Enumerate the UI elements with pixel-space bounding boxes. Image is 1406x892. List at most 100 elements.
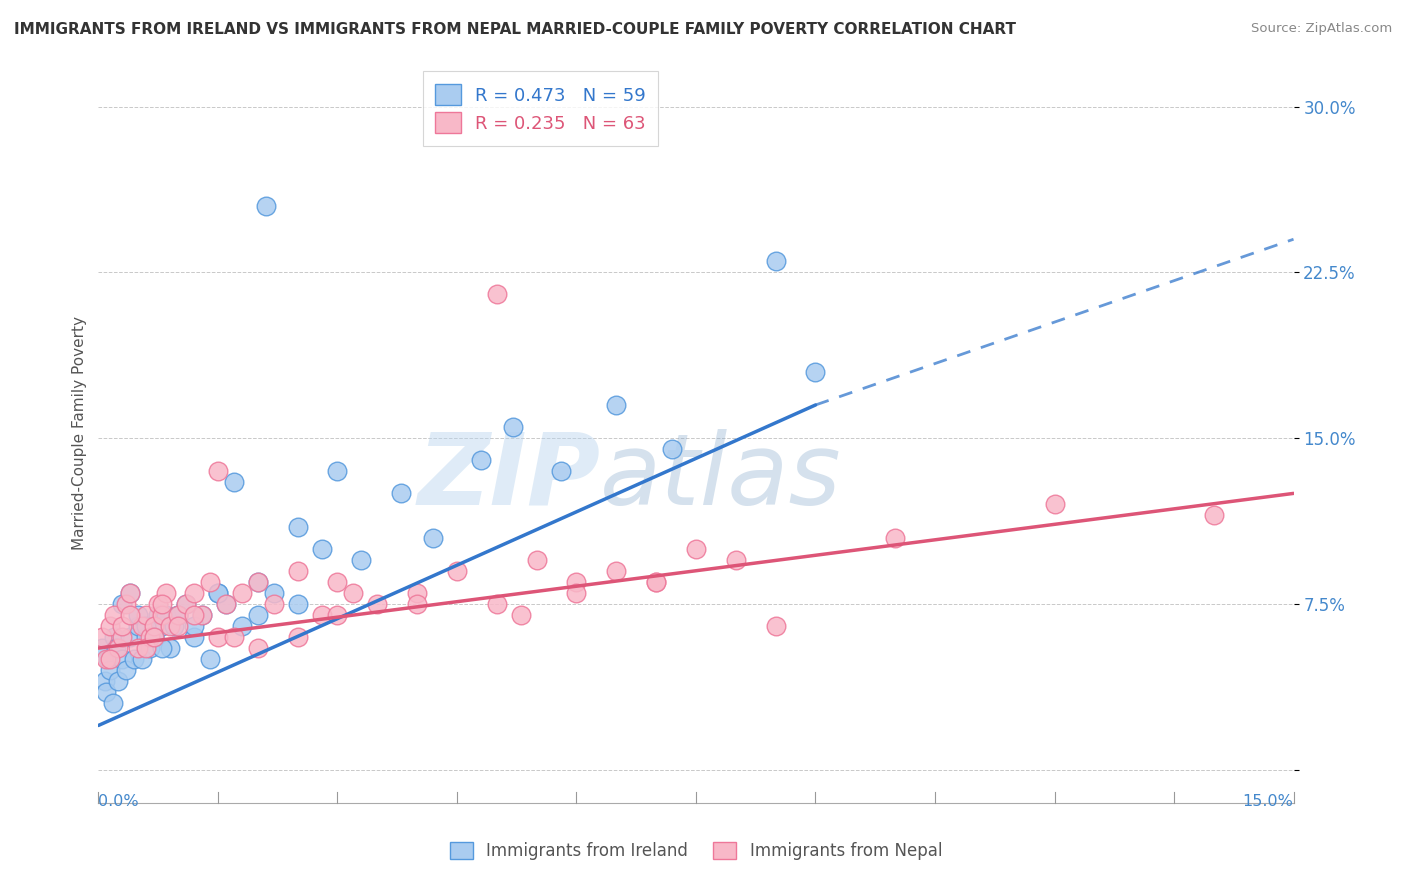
Point	[139, 641, 162, 656]
Point	[167, 607, 190, 622]
Point	[159, 641, 181, 656]
Point	[263, 586, 285, 600]
Point	[287, 597, 309, 611]
Point	[198, 652, 221, 666]
Point	[159, 619, 181, 633]
Point	[246, 574, 269, 589]
Point	[422, 531, 444, 545]
Point	[120, 630, 142, 644]
Point	[389, 486, 412, 500]
Point	[115, 663, 138, 677]
Point	[765, 254, 787, 268]
Point	[645, 574, 668, 589]
Point	[406, 586, 429, 600]
Point	[94, 674, 117, 689]
Point	[143, 630, 166, 644]
Point	[111, 630, 134, 644]
Point	[765, 619, 787, 633]
Point	[150, 641, 173, 656]
Point	[222, 475, 245, 490]
Point	[135, 630, 157, 644]
Point	[127, 641, 149, 656]
Point	[207, 586, 229, 600]
Point	[246, 607, 269, 622]
Point	[98, 652, 122, 666]
Point	[645, 574, 668, 589]
Point	[98, 663, 122, 677]
Point	[183, 630, 205, 644]
Point	[191, 607, 214, 622]
Point	[143, 630, 166, 644]
Point	[103, 630, 125, 644]
Point	[120, 586, 142, 600]
Point	[135, 619, 157, 633]
Point	[287, 564, 309, 578]
Point	[215, 597, 238, 611]
Text: Source: ZipAtlas.com: Source: ZipAtlas.com	[1251, 22, 1392, 36]
Point	[96, 685, 118, 699]
Point	[207, 464, 229, 478]
Point	[326, 607, 349, 622]
Point	[97, 652, 120, 666]
Point	[127, 619, 149, 633]
Point	[605, 398, 627, 412]
Point	[254, 199, 277, 213]
Point	[207, 630, 229, 644]
Point	[150, 607, 173, 622]
Text: 15.0%: 15.0%	[1243, 794, 1294, 809]
Point	[287, 519, 309, 533]
Point	[155, 586, 177, 600]
Y-axis label: Married-Couple Family Poverty: Married-Couple Family Poverty	[72, 316, 87, 549]
Point	[470, 453, 492, 467]
Point	[550, 464, 572, 478]
Point	[101, 697, 124, 711]
Point	[724, 552, 747, 566]
Point	[246, 574, 269, 589]
Point	[150, 597, 173, 611]
Point	[231, 619, 253, 633]
Point	[366, 597, 388, 611]
Point	[131, 652, 153, 666]
Point	[183, 607, 205, 622]
Point	[485, 287, 508, 301]
Point	[139, 630, 162, 644]
Point	[342, 586, 364, 600]
Point	[287, 630, 309, 644]
Point	[311, 541, 333, 556]
Point	[1202, 508, 1225, 523]
Point	[326, 574, 349, 589]
Point	[502, 420, 524, 434]
Point	[485, 597, 508, 611]
Point	[685, 541, 707, 556]
Point	[509, 607, 531, 622]
Point	[191, 607, 214, 622]
Point	[183, 586, 205, 600]
Point	[167, 607, 190, 622]
Point	[155, 607, 177, 622]
Point	[96, 652, 118, 666]
Point	[311, 607, 333, 622]
Text: 0.0%: 0.0%	[98, 794, 139, 809]
Point	[446, 564, 468, 578]
Point	[174, 597, 197, 611]
Point	[661, 442, 683, 457]
Point	[246, 641, 269, 656]
Point	[350, 552, 373, 566]
Point	[150, 619, 173, 633]
Text: IMMIGRANTS FROM IRELAND VS IMMIGRANTS FROM NEPAL MARRIED-COUPLE FAMILY POVERTY C: IMMIGRANTS FROM IRELAND VS IMMIGRANTS FR…	[14, 22, 1017, 37]
Point	[804, 365, 827, 379]
Point	[91, 630, 114, 644]
Point	[231, 586, 253, 600]
Point	[263, 597, 285, 611]
Point	[103, 607, 125, 622]
Point	[526, 552, 548, 566]
Point	[127, 607, 149, 622]
Point	[565, 574, 588, 589]
Point	[605, 564, 627, 578]
Point	[111, 619, 134, 633]
Point	[135, 641, 157, 656]
Point	[167, 607, 190, 622]
Point	[215, 597, 238, 611]
Point	[207, 586, 229, 600]
Point	[115, 597, 138, 611]
